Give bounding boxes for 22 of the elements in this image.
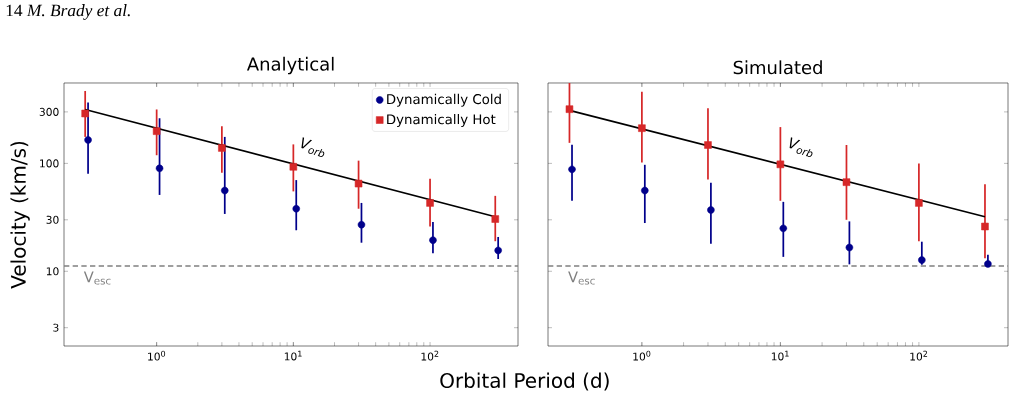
text: 14 M. Brady et al. — [6, 4, 130, 20]
x-tick-label: 10$^{1}$ — [284, 350, 302, 361]
y-axis-title: Velocity (km/s) — [10, 141, 30, 289]
legend-label: Dynamically Hot — [387, 113, 496, 127]
x-tick-label: 10$^{1}$ — [771, 350, 789, 361]
y-tick-label: 10 — [46, 267, 59, 276]
chart-title: Simulated — [733, 60, 822, 75]
y-tick-label: 30 — [46, 215, 59, 224]
y-tick-label: 300 — [39, 107, 59, 116]
x-axis-title: Orbital Period (d) — [440, 372, 609, 391]
x-tick-label: 10$^{2}$ — [910, 350, 928, 361]
ref-line-label: V$_{esc}$ — [83, 271, 111, 285]
legend-label: Dynamically Cold — [387, 93, 501, 107]
y-tick-label: 3 — [53, 323, 59, 332]
chart-title: Analytical — [246, 56, 334, 75]
ref-line-label: V$_{esc}$ — [568, 271, 595, 285]
y-tick-label: 100 — [40, 159, 59, 168]
x-tick-label: 10$^{0}$ — [633, 350, 651, 361]
annotation: V$_{orb}$ — [301, 137, 325, 158]
x-tick-label: 10$^{0}$ — [148, 350, 166, 361]
annotation: V$_{orb}$ — [789, 137, 813, 158]
x-tick-label: 10$^{2}$ — [421, 350, 439, 361]
